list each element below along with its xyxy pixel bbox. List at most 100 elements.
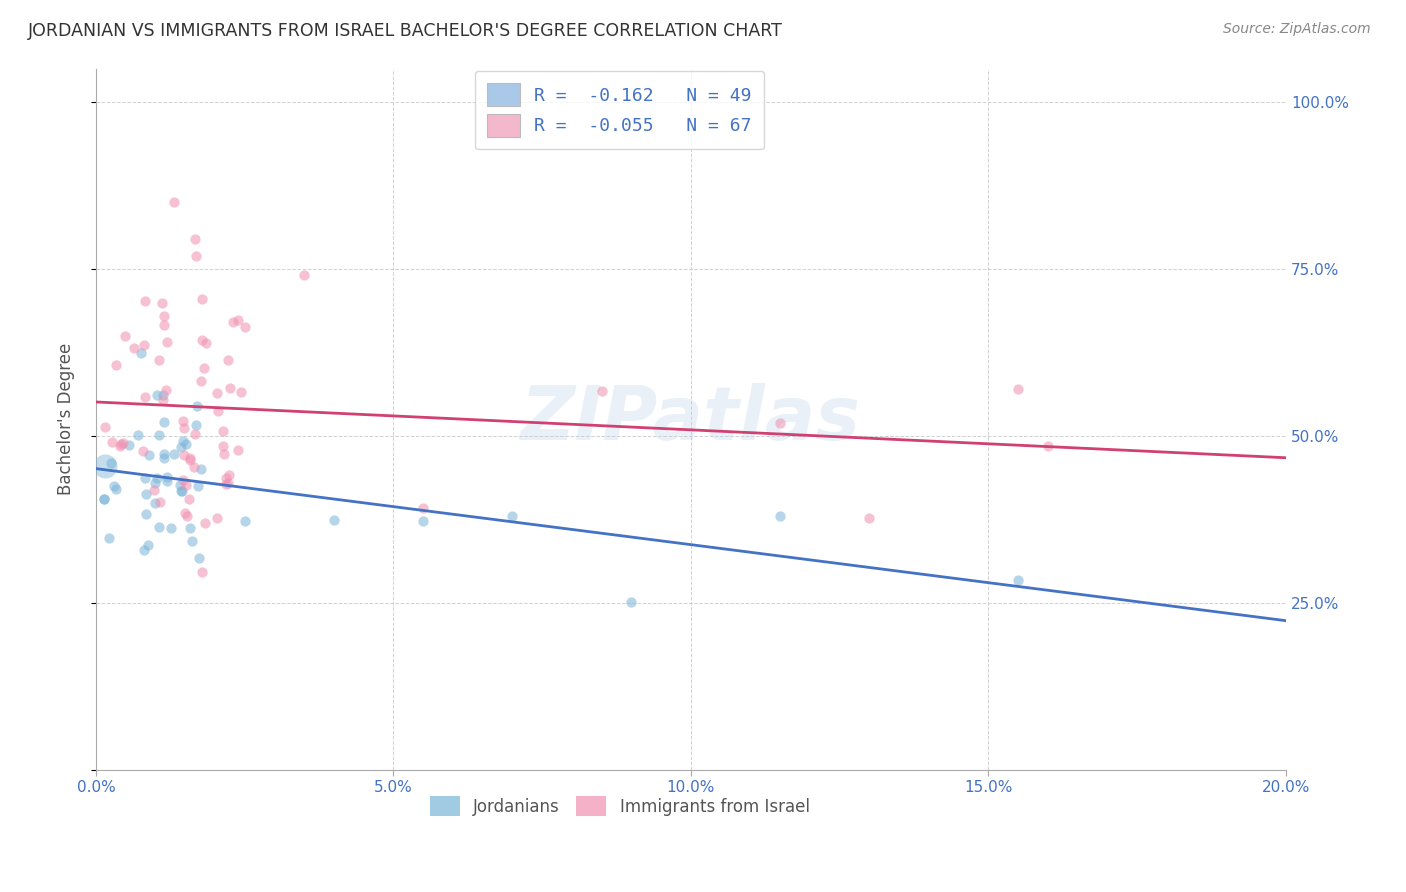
- Text: JORDANIAN VS IMMIGRANTS FROM ISRAEL BACHELOR'S DEGREE CORRELATION CHART: JORDANIAN VS IMMIGRANTS FROM ISRAEL BACH…: [28, 22, 783, 40]
- Point: [148, 520, 170, 534]
- Point: [207, 386, 229, 401]
- Point: [205, 511, 228, 525]
- Point: [502, 509, 524, 524]
- Point: [186, 399, 208, 413]
- Point: [217, 475, 239, 490]
- Point: [162, 194, 184, 209]
- Point: [412, 500, 434, 515]
- Point: [233, 320, 256, 334]
- Point: [174, 437, 197, 451]
- Point: [98, 531, 121, 545]
- Point: [169, 483, 191, 498]
- Point: [177, 491, 200, 506]
- Point: [217, 352, 239, 367]
- Point: [145, 475, 167, 490]
- Point: [100, 456, 122, 470]
- Point: [194, 516, 217, 530]
- Point: [114, 329, 136, 343]
- Point: [188, 550, 211, 565]
- Point: [93, 492, 115, 507]
- Point: [153, 415, 176, 429]
- Point: [769, 416, 792, 430]
- Point: [134, 294, 156, 309]
- Point: [184, 232, 207, 246]
- Point: [769, 509, 792, 524]
- Point: [155, 383, 177, 397]
- Point: [93, 419, 115, 434]
- Point: [591, 384, 613, 398]
- Point: [323, 513, 346, 527]
- Point: [212, 447, 235, 461]
- Point: [620, 595, 643, 609]
- Point: [173, 421, 195, 435]
- Point: [172, 473, 194, 487]
- Point: [172, 415, 194, 429]
- Point: [215, 471, 238, 485]
- Point: [215, 476, 238, 491]
- Point: [129, 345, 152, 359]
- Point: [219, 381, 242, 395]
- Point: [170, 441, 193, 455]
- Point: [146, 471, 169, 485]
- Point: [156, 470, 179, 484]
- Point: [118, 438, 141, 452]
- Point: [858, 510, 880, 524]
- Point: [103, 479, 125, 493]
- Point: [176, 478, 198, 492]
- Point: [153, 451, 176, 466]
- Point: [156, 474, 179, 488]
- Point: [110, 436, 132, 450]
- Point: [176, 509, 198, 524]
- Point: [149, 495, 172, 509]
- Point: [179, 452, 201, 467]
- Point: [179, 450, 201, 465]
- Point: [134, 471, 156, 485]
- Point: [231, 384, 253, 399]
- Point: [105, 482, 128, 496]
- Point: [1036, 439, 1059, 453]
- Point: [132, 444, 155, 458]
- Point: [169, 478, 191, 492]
- Point: [135, 507, 157, 521]
- Text: Source: ZipAtlas.com: Source: ZipAtlas.com: [1223, 22, 1371, 37]
- Point: [138, 448, 160, 462]
- Point: [122, 341, 145, 355]
- Point: [172, 434, 194, 448]
- Point: [152, 295, 174, 310]
- Point: [170, 484, 193, 499]
- Point: [190, 461, 212, 475]
- Point: [193, 361, 215, 376]
- Point: [146, 388, 169, 402]
- Point: [134, 390, 156, 404]
- Point: [292, 268, 315, 282]
- Point: [184, 426, 207, 441]
- Point: [108, 438, 131, 452]
- Point: [132, 542, 155, 557]
- Point: [190, 374, 212, 388]
- Point: [222, 314, 245, 328]
- Point: [163, 447, 186, 461]
- Point: [152, 388, 174, 402]
- Point: [186, 478, 208, 492]
- Point: [211, 439, 233, 453]
- Point: [228, 313, 250, 327]
- Point: [191, 333, 214, 347]
- Point: [183, 459, 205, 474]
- Point: [191, 292, 214, 306]
- Point: [148, 353, 170, 368]
- Point: [153, 318, 176, 332]
- Point: [127, 428, 149, 442]
- Point: [93, 491, 115, 506]
- Point: [194, 336, 217, 351]
- Point: [136, 538, 159, 552]
- Point: [153, 447, 176, 461]
- Text: ZIPatlas: ZIPatlas: [522, 383, 860, 456]
- Y-axis label: Bachelor's Degree: Bachelor's Degree: [58, 343, 75, 495]
- Point: [233, 514, 256, 528]
- Point: [184, 417, 207, 432]
- Point: [94, 458, 117, 473]
- Point: [173, 448, 195, 462]
- Point: [412, 514, 434, 528]
- Point: [135, 487, 157, 501]
- Point: [218, 468, 240, 483]
